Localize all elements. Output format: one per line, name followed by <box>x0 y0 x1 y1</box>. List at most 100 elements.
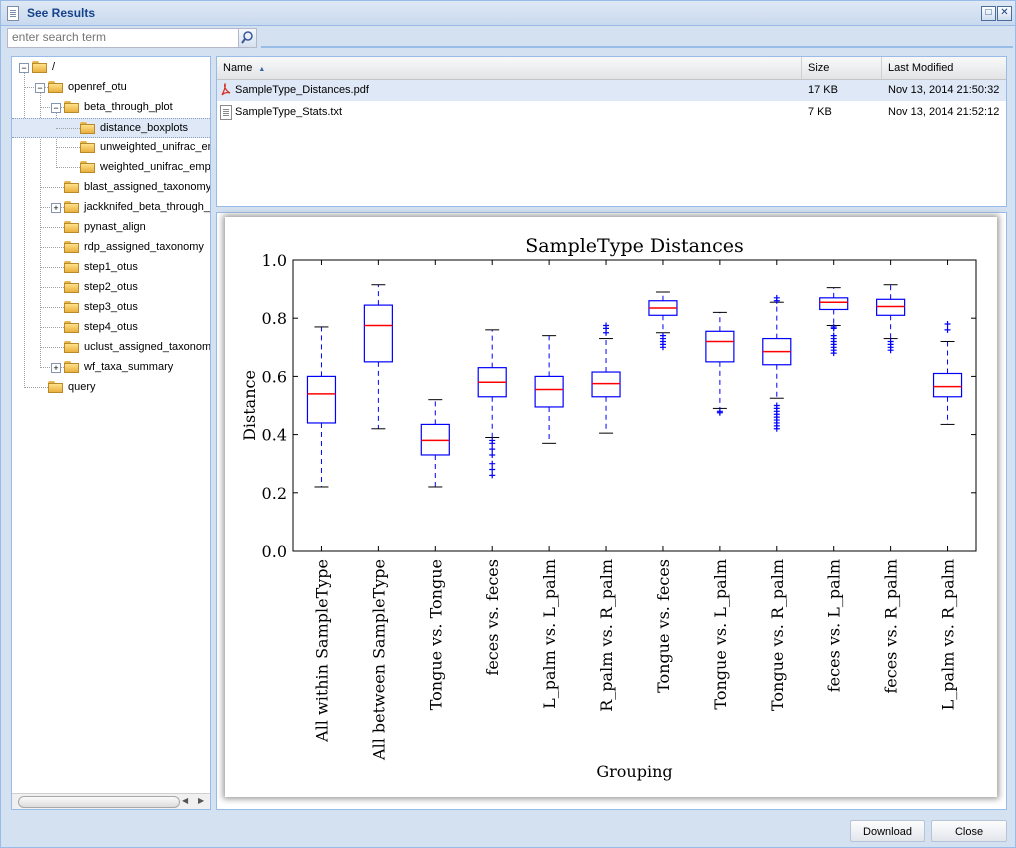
outlier-point <box>716 408 723 415</box>
box <box>705 330 735 363</box>
x-tick-label: Tongue vs. feces <box>654 559 673 693</box>
collapse-icon[interactable]: − <box>19 63 29 73</box>
close-icon[interactable]: ✕ <box>997 6 1012 21</box>
tree-connector <box>56 108 58 168</box>
outlier-point <box>773 294 780 301</box>
tree-item[interactable]: step3_otus <box>12 298 210 318</box>
tree-item[interactable]: − beta_through_plot <box>12 98 210 118</box>
x-tick-label: All within SampleType <box>312 559 331 743</box>
tree-connector <box>40 187 64 189</box>
tree-item[interactable]: uclust_assigned_taxonomy <box>12 338 210 358</box>
box <box>534 375 564 408</box>
tree-item[interactable]: blast_assigned_taxonomy <box>12 178 210 198</box>
y-tick-label: 0.0 <box>262 542 287 561</box>
expand-icon[interactable]: + <box>51 363 61 373</box>
tree-item-label: pynast_align <box>84 221 146 233</box>
column-header-name[interactable]: Name ▲ <box>217 57 802 79</box>
y-tick-label: 0.8 <box>262 309 287 328</box>
tree-connector <box>24 387 48 389</box>
folder-icon <box>64 200 80 213</box>
collapse-icon[interactable]: − <box>51 103 61 113</box>
table-row[interactable]: SampleType_Distances.pdf 17 KB Nov 13, 2… <box>217 80 1006 101</box>
column-header-modified[interactable]: Last Modified <box>882 57 1006 79</box>
tree-item[interactable]: + wf_taxa_summary <box>12 358 210 378</box>
x-tick-label: All between SampleType <box>369 559 388 761</box>
folder-icon <box>48 380 64 393</box>
box <box>363 304 393 363</box>
horizontal-scrollbar[interactable]: ◀ ▶ <box>12 793 210 809</box>
tree-item-label: step2_otus <box>84 281 138 293</box>
tree-item-label: weighted_unifrac_empe <box>100 161 211 173</box>
scroll-right-icon[interactable]: ▶ <box>198 796 205 805</box>
collapse-icon[interactable]: − <box>35 83 45 93</box>
tree-connector <box>40 347 64 349</box>
scroll-left-icon[interactable]: ◀ <box>182 796 189 805</box>
tree-connector <box>40 307 64 309</box>
search-input[interactable] <box>8 29 240 45</box>
tree-item-label: openref_otu <box>68 81 127 93</box>
tree-item[interactable]: step2_otus <box>12 278 210 298</box>
search-button[interactable] <box>238 29 256 47</box>
tree-item[interactable]: step1_otus <box>12 258 210 278</box>
tree-item[interactable]: − openref_otu <box>12 78 210 98</box>
tree-connector <box>40 227 64 229</box>
tree-item[interactable]: query <box>12 378 210 398</box>
tree-item[interactable]: pynast_align <box>12 218 210 238</box>
preview-panel: SampleType Distances 0.0 0.2 0.4 0.6 0.8 1.0 Di… <box>216 212 1007 810</box>
tree-item-label: uclust_assigned_taxonomy <box>84 341 211 353</box>
folder-icon <box>64 220 80 233</box>
x-tick-label: Tongue vs. R_palm <box>768 559 787 711</box>
tree-item[interactable]: distance_boxplots <box>12 118 210 138</box>
download-button[interactable]: Download <box>850 820 925 842</box>
tree-connector <box>40 88 42 368</box>
tree-connector <box>56 147 80 149</box>
scrollbar-thumb[interactable] <box>18 796 180 808</box>
sort-ascending-icon: ▲ <box>258 66 266 73</box>
y-tick-label: 0.2 <box>262 484 287 503</box>
folder-icon <box>32 60 48 73</box>
folder-icon <box>64 300 80 313</box>
folder-icon <box>48 80 64 93</box>
column-header-size[interactable]: Size <box>802 57 882 79</box>
close-button[interactable]: Close <box>931 820 1007 842</box>
tree-item[interactable]: rdp_assigned_taxonomy <box>12 238 210 258</box>
window-title: See Results <box>27 6 96 20</box>
folder-tree: − / − openref_otu − beta_through_plot distance… <box>11 56 211 810</box>
file-grid: Name ▲ Size Last Modified SampleType_Dis… <box>216 56 1007 207</box>
x-tick-label: R_palm vs. R_palm <box>597 559 616 712</box>
plot-frame <box>292 259 977 552</box>
text-file-icon <box>220 105 232 120</box>
expand-icon[interactable]: + <box>51 203 61 213</box>
x-tick-label: Tongue vs. Tongue <box>426 559 445 710</box>
file-size: 17 KB <box>808 84 838 96</box>
column-size-label: Size <box>808 62 830 74</box>
search-field <box>7 28 257 48</box>
folder-icon <box>80 160 96 173</box>
tree-item[interactable]: − / <box>12 58 210 78</box>
pdf-file-icon <box>221 83 231 96</box>
boxplot-chart: SampleType Distances 0.0 0.2 0.4 0.6 0.8 1.0 Di… <box>240 235 977 781</box>
tree-item-label: step3_otus <box>84 301 138 313</box>
folder-icon <box>64 320 80 333</box>
tree-item-label: unweighted_unifrac_em <box>100 141 211 153</box>
tree-connector <box>56 167 80 169</box>
tree-item[interactable]: + jackknifed_beta_through_p <box>12 198 210 218</box>
tree-item[interactable]: unweighted_unifrac_em <box>12 138 210 158</box>
tree-item[interactable]: step4_otus <box>12 318 210 338</box>
box <box>819 297 849 311</box>
column-modified-label: Last Modified <box>888 62 954 74</box>
box <box>306 375 337 424</box>
file-size: 7 KB <box>808 106 832 118</box>
x-tick-label: feces vs. feces <box>483 559 502 676</box>
file-modified: Nov 13, 2014 21:52:12 <box>888 106 1000 118</box>
toolbar-divider <box>261 46 1013 48</box>
search-icon <box>241 31 253 44</box>
tree-item[interactable]: weighted_unifrac_empe <box>12 158 210 178</box>
tree-connector <box>56 128 80 130</box>
table-row[interactable]: SampleType_Stats.txt 7 KB Nov 13, 2014 2… <box>217 102 1006 123</box>
y-tick-label: 1.0 <box>262 251 287 270</box>
tree-item-label: distance_boxplots <box>100 122 189 134</box>
folder-icon <box>80 121 96 134</box>
maximize-icon[interactable]: □ <box>981 6 996 21</box>
tree-item-label: step1_otus <box>84 261 138 273</box>
